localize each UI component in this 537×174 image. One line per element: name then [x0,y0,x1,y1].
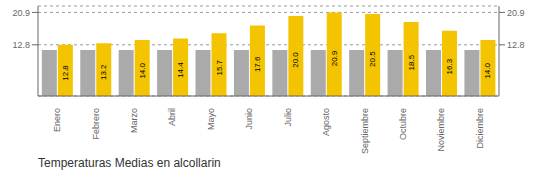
svg-text:Septiembre: Septiembre [360,108,370,154]
svg-text:Febrero: Febrero [91,108,101,140]
svg-text:Julio: Julio [283,108,293,127]
svg-text:Marzo: Marzo [129,108,139,133]
svg-text:20.5: 20.5 [368,51,377,67]
svg-text:14.0: 14.0 [138,62,147,78]
svg-text:Abril: Abril [167,108,177,126]
svg-text:Junio: Junio [244,108,254,130]
svg-text:12.8: 12.8 [61,65,70,81]
svg-text:Octubre: Octubre [398,108,408,140]
html-text:Temperaturas Medias en alcolla: Temperaturas Medias en alcollarin [38,156,221,170]
svg-text:20.9: 20.9 [12,8,30,18]
svg-text:15.7: 15.7 [215,59,224,75]
svg-text:Enero: Enero [52,108,62,132]
svg-text:18.5: 18.5 [407,54,416,70]
svg-text:13.2: 13.2 [99,64,108,80]
svg-text:17.6: 17.6 [253,56,262,72]
svg-text:Agosto: Agosto [321,108,331,136]
svg-text:Diciembre: Diciembre [475,108,485,149]
svg-text:16.3: 16.3 [445,58,454,74]
svg-text:14.0: 14.0 [483,62,492,78]
svg-text:12.8: 12.8 [12,40,30,50]
svg-text:14.4: 14.4 [176,62,185,78]
svg-text:12.8: 12.8 [507,40,525,50]
svg-text:20.0: 20.0 [291,52,300,68]
svg-text:20.9: 20.9 [507,8,525,18]
svg-text:Noviembre: Noviembre [436,108,446,152]
svg-text:Mayo: Mayo [206,108,216,130]
svg-text:20.9: 20.9 [330,50,339,66]
